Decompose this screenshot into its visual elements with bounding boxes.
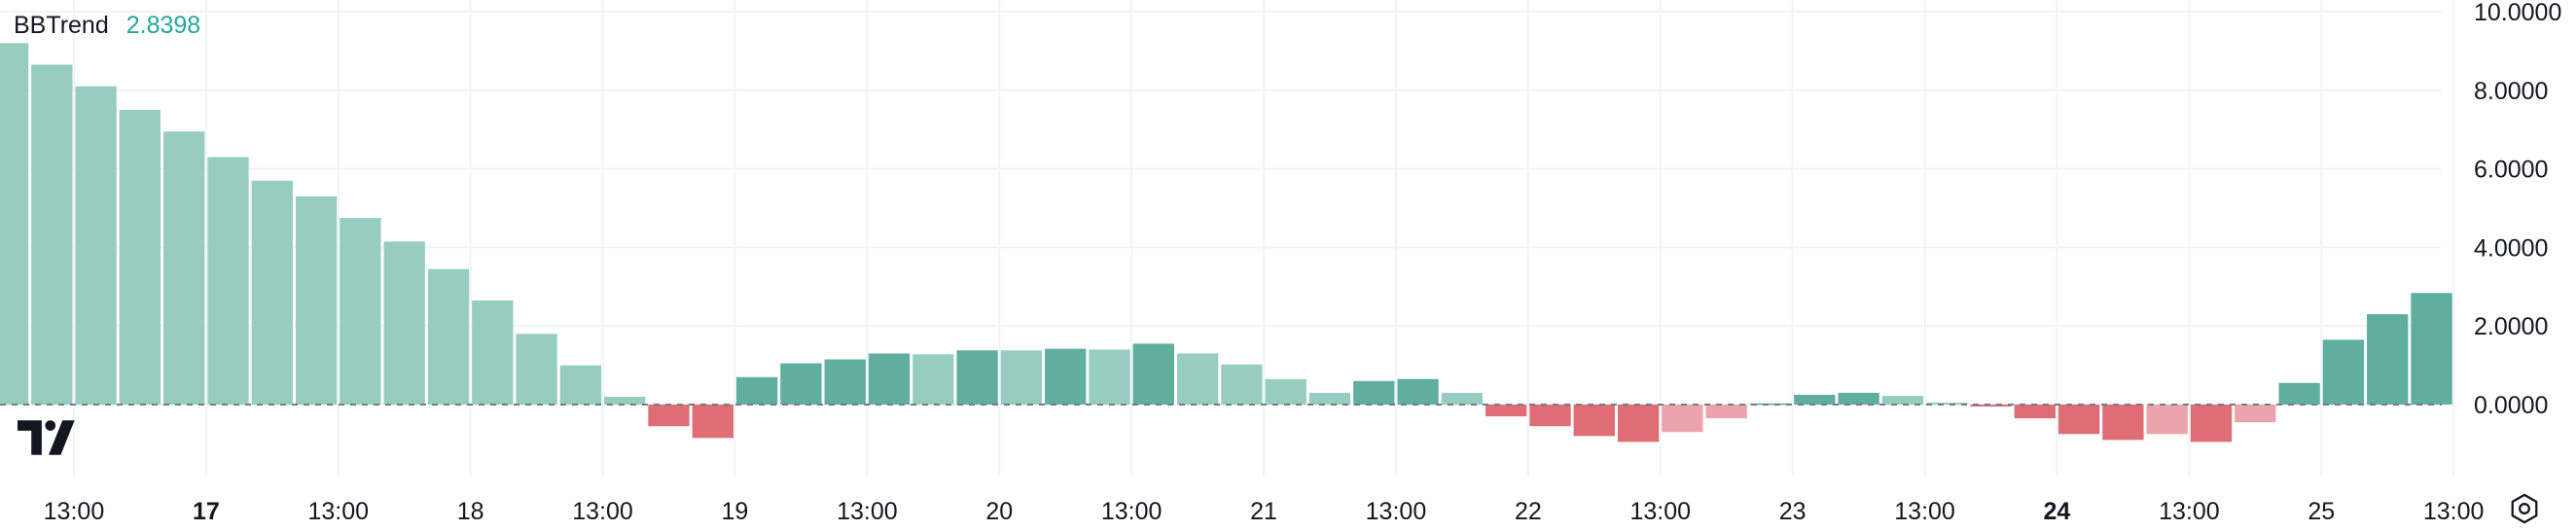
y-tick-label: 8.0000 bbox=[2474, 78, 2548, 105]
histogram-bar bbox=[2322, 339, 2365, 405]
x-tick-label: 25 bbox=[2308, 498, 2335, 525]
x-tick-label: 13:00 bbox=[1894, 498, 1955, 525]
histogram-bar bbox=[207, 157, 249, 405]
price-axis[interactable]: 10.0000 8.0000 6.0000 4.0000 2.0000 0.0000 bbox=[2474, 0, 2561, 419]
histogram-bar bbox=[604, 396, 646, 405]
x-tick-label: 23 bbox=[1779, 498, 1807, 525]
histogram-bar bbox=[559, 365, 602, 405]
x-tick-label: 21 bbox=[1250, 498, 1277, 525]
histogram-bar bbox=[2102, 405, 2144, 441]
x-tick-label: 19 bbox=[722, 498, 749, 525]
x-tick-label: 22 bbox=[1515, 498, 1542, 525]
histogram-bar bbox=[1881, 396, 1924, 405]
histogram-bar bbox=[295, 195, 338, 405]
x-tick-label: 13:00 bbox=[1366, 498, 1427, 525]
y-tick-label: 0.0000 bbox=[2474, 392, 2548, 419]
histogram-bar bbox=[472, 300, 514, 405]
histogram-bar bbox=[1176, 353, 1219, 405]
histogram-bar bbox=[956, 350, 998, 405]
histogram-bar bbox=[1926, 402, 1968, 405]
histogram-bar bbox=[912, 354, 954, 405]
indicator-value: 2.8398 bbox=[125, 12, 201, 39]
histogram-bar bbox=[735, 376, 778, 405]
x-tick-label: 18 bbox=[457, 498, 484, 525]
histogram-bar bbox=[1529, 405, 1571, 427]
histogram-bar bbox=[2057, 405, 2100, 435]
x-tick-label: 13:00 bbox=[307, 498, 369, 525]
x-tick-label: 13:00 bbox=[44, 498, 105, 525]
x-tick-label: 13:00 bbox=[837, 498, 898, 525]
histogram-bar bbox=[868, 353, 911, 405]
indicator-name: BBTrend bbox=[14, 12, 109, 39]
time-axis[interactable]: 13:00 17 13:00 18 13:00 19 13:00 20 13:00 21 13:00… bbox=[44, 498, 2485, 525]
histogram-bar bbox=[1794, 394, 1836, 405]
indicator-legend[interactable]: BBTrend 2.8398 bbox=[14, 12, 200, 40]
x-tick-label: 24 bbox=[2044, 498, 2071, 525]
histogram-bar bbox=[1000, 350, 1043, 405]
histogram-bar bbox=[1749, 403, 1792, 406]
x-tick-label: 17 bbox=[193, 498, 220, 525]
x-tick-label: 13:00 bbox=[2423, 498, 2485, 525]
y-tick-label: 4.0000 bbox=[2474, 234, 2548, 262]
histogram-bar bbox=[2367, 314, 2409, 405]
histogram-bar bbox=[2278, 382, 2320, 405]
settings-gear-icon[interactable] bbox=[2508, 492, 2541, 525]
x-tick-label: 13:00 bbox=[2159, 498, 2220, 525]
histogram-bar bbox=[1617, 405, 1660, 442]
histogram-bar bbox=[648, 405, 690, 427]
histogram-bar bbox=[1662, 405, 1703, 433]
histogram-bar bbox=[1838, 392, 1879, 405]
histogram-bar bbox=[2014, 405, 2056, 419]
histogram-bar bbox=[1089, 349, 1130, 405]
y-tick-label: 10.0000 bbox=[2474, 0, 2561, 26]
histogram-bar bbox=[692, 405, 733, 439]
histogram-bars bbox=[0, 43, 2452, 442]
tradingview-logo-icon[interactable] bbox=[18, 420, 80, 455]
histogram-bar bbox=[1397, 378, 1439, 405]
histogram-bar bbox=[1265, 378, 1306, 405]
histogram-bar bbox=[2235, 405, 2276, 423]
histogram-bar bbox=[75, 86, 117, 405]
histogram-bar bbox=[31, 64, 73, 405]
histogram-bar bbox=[824, 359, 866, 405]
x-tick-label: 13:00 bbox=[1629, 498, 1691, 525]
histogram-bar bbox=[1308, 392, 1351, 405]
histogram-bar bbox=[516, 334, 557, 405]
histogram-bar bbox=[251, 180, 293, 405]
histogram-bar bbox=[2190, 405, 2233, 442]
x-tick-label: 13:00 bbox=[572, 498, 633, 525]
x-tick-label: 13:00 bbox=[1101, 498, 1163, 525]
y-tick-label: 2.0000 bbox=[2474, 313, 2548, 340]
histogram-bar bbox=[340, 218, 381, 405]
histogram-bar bbox=[1573, 405, 1615, 437]
histogram-bar bbox=[1353, 380, 1395, 405]
histogram-bar bbox=[1045, 348, 1087, 405]
histogram-bar bbox=[0, 43, 29, 405]
histogram-bar bbox=[119, 110, 161, 405]
histogram-bar bbox=[1705, 405, 1747, 419]
histogram-bar bbox=[1485, 405, 1527, 417]
histogram-bar bbox=[427, 268, 470, 405]
histogram-bar bbox=[1132, 343, 1174, 405]
y-tick-label: 6.0000 bbox=[2474, 157, 2548, 184]
histogram-bar bbox=[2411, 293, 2452, 405]
histogram-bar bbox=[383, 241, 425, 405]
histogram-bar bbox=[1441, 392, 1484, 405]
histogram-bar bbox=[1970, 405, 2012, 407]
histogram-bar bbox=[163, 131, 205, 405]
histogram-bar bbox=[1221, 364, 1263, 405]
x-tick-label: 20 bbox=[985, 498, 1013, 525]
histogram-bar bbox=[2146, 405, 2188, 435]
histogram-bar bbox=[780, 363, 822, 405]
